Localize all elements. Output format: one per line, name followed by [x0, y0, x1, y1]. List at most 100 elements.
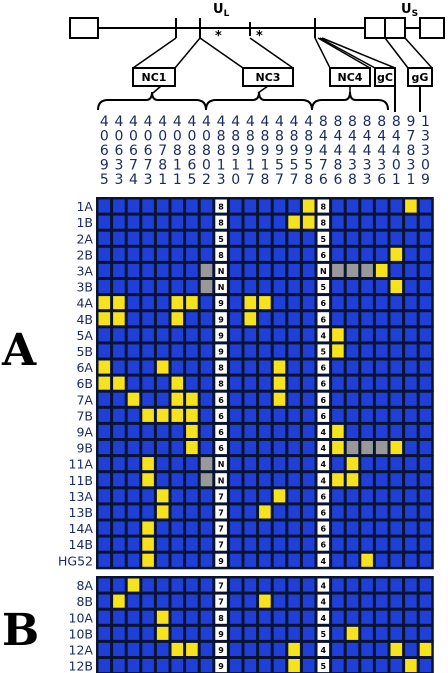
grid-cell	[302, 376, 315, 390]
cell-number: 5	[321, 630, 327, 639]
grid-cell	[113, 594, 125, 608]
grid-cell	[200, 199, 213, 213]
grid-cell	[200, 215, 213, 229]
grid-cell	[332, 280, 344, 294]
grid-cell	[156, 296, 169, 310]
grid-cell	[273, 360, 286, 374]
grid-cell	[98, 424, 111, 438]
grid-cell	[288, 553, 300, 567]
cell-number: 6	[321, 299, 327, 308]
grid-cell	[244, 473, 257, 487]
gene-box-gc	[374, 67, 396, 87]
grid-cell	[419, 408, 432, 422]
grid-cell	[113, 376, 125, 390]
grid-cell	[200, 408, 213, 422]
grid-cell	[273, 489, 286, 503]
grid-cell	[375, 578, 388, 592]
grid-cell	[113, 473, 125, 487]
grid-cell	[200, 280, 213, 294]
grid-cell	[127, 594, 140, 608]
grid-cell	[113, 457, 125, 471]
grid-cell	[156, 280, 169, 294]
grid-cell	[259, 521, 271, 535]
grid-cell	[390, 489, 403, 503]
grid-cell	[171, 594, 184, 608]
grid-cell	[127, 578, 140, 592]
grid-cell	[361, 424, 373, 438]
grid-cell	[142, 659, 154, 673]
grid-cell	[200, 521, 213, 535]
grid-cell	[127, 424, 140, 438]
grid-cell	[288, 215, 300, 229]
grid-cell	[375, 280, 388, 294]
grid-cell	[113, 296, 125, 310]
grid-cell	[171, 441, 184, 455]
grid-cell	[390, 392, 403, 406]
grid-cell	[215, 199, 227, 213]
grid-cell	[390, 537, 403, 551]
grid-cell	[317, 247, 330, 261]
grid-cell	[375, 441, 388, 455]
grid-cell	[142, 578, 154, 592]
grid-cell	[229, 505, 242, 519]
grid-cell	[317, 626, 330, 640]
grid-cell	[405, 215, 417, 229]
grid-cell	[273, 659, 286, 673]
grid-cell	[229, 392, 242, 406]
grid-cell	[215, 215, 227, 229]
grid-cell	[419, 642, 432, 656]
grid-cell	[215, 247, 227, 261]
grid-cell	[142, 424, 154, 438]
grid-cell	[273, 408, 286, 422]
grid-cell	[375, 505, 388, 519]
grid-cell	[419, 537, 432, 551]
grid-cell	[375, 659, 388, 673]
grid-cell	[361, 199, 373, 213]
grid-cell	[142, 626, 154, 640]
grid-cell	[142, 328, 154, 342]
cell-number: 4	[321, 614, 327, 623]
grid-cell	[229, 521, 242, 535]
grid-cell	[346, 610, 359, 624]
grid-cell	[346, 457, 359, 471]
grid-cell	[244, 263, 257, 277]
grid-cell	[200, 610, 213, 624]
grid-cell	[332, 263, 344, 277]
grid-cell	[215, 457, 227, 471]
grid-cell	[113, 360, 125, 374]
grid-cell	[288, 199, 300, 213]
grid-cell	[142, 263, 154, 277]
grid-cell	[375, 344, 388, 358]
grid-cell	[273, 199, 286, 213]
grid-cell	[361, 642, 373, 656]
grid-cell	[273, 521, 286, 535]
grid-cell	[127, 231, 140, 245]
grid-cell	[244, 360, 257, 374]
grid-cell	[215, 505, 227, 519]
grid-cell	[317, 594, 330, 608]
grid-cell	[302, 457, 315, 471]
grid-cell	[259, 610, 271, 624]
grid-cell	[171, 659, 184, 673]
grid-cell	[259, 594, 271, 608]
grid-cell	[127, 312, 140, 326]
grid-cell	[244, 296, 257, 310]
grid-cell	[419, 247, 432, 261]
grid-cell	[419, 489, 432, 503]
grid-cell	[390, 594, 403, 608]
grid-cell	[98, 360, 111, 374]
grid-cell	[332, 505, 344, 519]
grid-cell	[127, 489, 140, 503]
grid-cell	[244, 610, 257, 624]
grid-cell	[113, 505, 125, 519]
grid-cell	[186, 594, 198, 608]
grid-cell	[273, 642, 286, 656]
grid-cell	[390, 263, 403, 277]
grid-cell	[419, 659, 432, 673]
row-label: 13B	[69, 505, 93, 520]
grid-cell	[200, 231, 213, 245]
